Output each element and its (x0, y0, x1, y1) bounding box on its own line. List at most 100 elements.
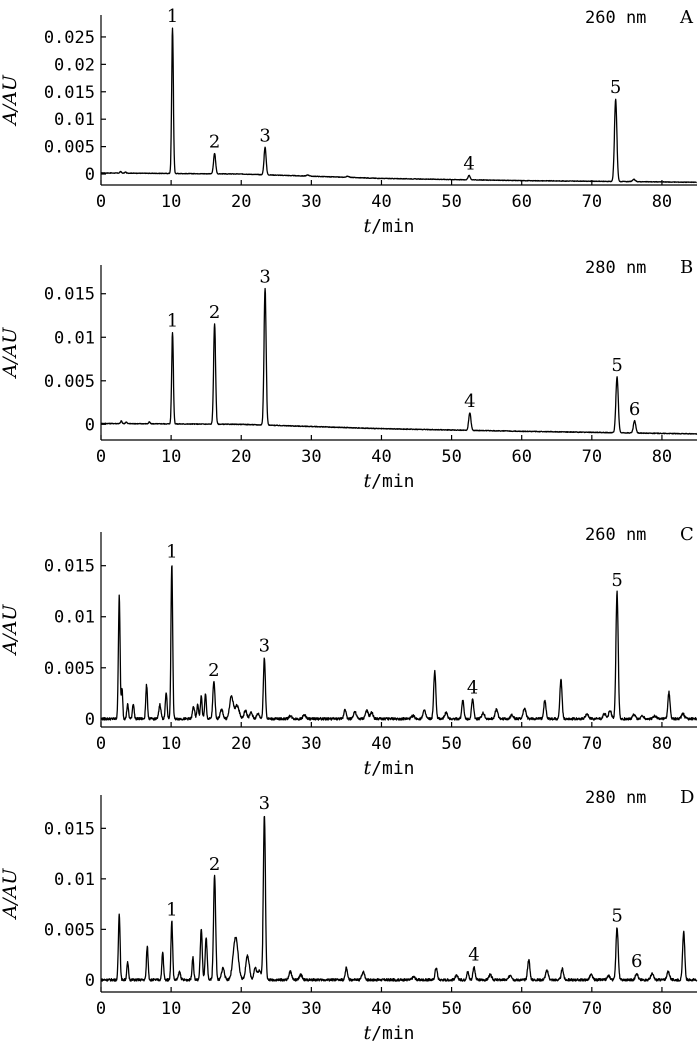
x-tick-label: 50 (441, 192, 461, 212)
y-tick-label: 0.01 (54, 870, 95, 890)
x-axis-title-symbol: t (364, 470, 372, 492)
wavelength-label: 260 nm (585, 8, 646, 28)
chromatogram-trace (100, 27, 698, 184)
x-tick-label: 70 (582, 192, 602, 212)
peak-label: 3 (259, 266, 270, 287)
y-axis-title: A/AU (0, 327, 21, 380)
peak-label: 2 (209, 302, 220, 323)
x-tick-label: 70 (582, 734, 602, 754)
peak-label: 3 (259, 125, 270, 146)
y-tick-label: 0 (85, 710, 95, 730)
chromatogram-trace (100, 287, 698, 435)
x-tick-label: 70 (582, 447, 602, 467)
panel-letter: C (680, 524, 694, 545)
y-tick-label: 0.015 (44, 557, 95, 577)
y-tick-label: 0 (85, 415, 95, 435)
x-axis-title-symbol: t (364, 215, 372, 237)
x-tick-label: 60 (511, 192, 531, 212)
peak-label: 1 (167, 6, 178, 27)
y-axis-title: A/AU (0, 868, 21, 921)
x-tick-label: 30 (301, 734, 321, 754)
peak-label: 4 (467, 677, 478, 698)
x-tick-label: 40 (371, 734, 391, 754)
y-tick-label: 0.005 (44, 138, 95, 158)
panel-letter: A (679, 7, 694, 28)
y-tick-label: 0.015 (44, 285, 95, 305)
peak-label: 2 (209, 854, 220, 875)
wavelength-label: 260 nm (585, 525, 646, 545)
peak-label: 6 (629, 399, 640, 420)
y-tick-label: 0.015 (44, 83, 95, 103)
x-axis-title-unit: /min (371, 471, 414, 492)
x-tick-label: 30 (301, 447, 321, 467)
panel-letter: B (680, 257, 693, 278)
x-tick-label: 80 (652, 447, 672, 467)
x-tick-label: 30 (301, 192, 321, 212)
x-axis-title: t/min (364, 757, 415, 779)
peak-label: 2 (208, 660, 219, 681)
x-tick-label: 10 (161, 734, 181, 754)
y-tick-label: 0 (85, 165, 95, 185)
x-axis-title-unit: /min (371, 216, 414, 237)
y-axis-title: A/AU (0, 74, 21, 127)
y-tick-label: 0 (85, 971, 95, 991)
y-tick-label: 0.005 (44, 920, 95, 940)
x-tick-label: 0 (96, 734, 106, 754)
x-tick-label: 60 (511, 447, 531, 467)
x-tick-label: 20 (231, 734, 251, 754)
peak-label: 4 (468, 945, 479, 966)
x-tick-label: 50 (441, 999, 461, 1019)
peak-label: 5 (610, 77, 621, 98)
x-tick-label: 40 (371, 447, 391, 467)
x-axis-title: t/min (364, 1022, 415, 1041)
x-tick-label: 60 (511, 999, 531, 1019)
peak-label: 5 (611, 905, 622, 926)
wavelength-label: 280 nm (585, 788, 646, 808)
x-tick-label: 60 (511, 734, 531, 754)
chromatogram-trace (100, 565, 698, 721)
peak-label: 3 (259, 636, 270, 657)
x-axis-title: t/min (364, 470, 415, 492)
panel-letter: D (680, 787, 694, 808)
y-tick-label: 0.025 (44, 28, 95, 48)
x-tick-label: 80 (652, 734, 672, 754)
x-axis-title-symbol: t (364, 1022, 372, 1041)
x-tick-label: 10 (161, 999, 181, 1019)
x-tick-label: 50 (441, 447, 461, 467)
panel-d: 0 10 20 30 40 50 60 70 80 0 0.005 0.01 0.015 t/min A/A… (0, 787, 698, 1041)
x-tick-label: 10 (161, 447, 181, 467)
wavelength-label: 280 nm (585, 258, 646, 278)
x-tick-label: 40 (371, 999, 391, 1019)
y-tick-label: 0.01 (54, 328, 95, 348)
x-tick-label: 50 (441, 734, 461, 754)
peak-label: 6 (631, 951, 642, 972)
peak-label: 5 (611, 570, 622, 591)
chromatogram-trace (100, 815, 698, 982)
x-axis-title-unit: /min (371, 758, 414, 779)
x-tick-label: 0 (96, 447, 106, 467)
peak-label: 1 (167, 310, 178, 331)
y-tick-label: 0.015 (44, 819, 95, 839)
peak-label: 2 (209, 132, 220, 153)
y-tick-label: 0.02 (54, 55, 95, 75)
x-tick-label: 20 (231, 999, 251, 1019)
y-tick-label: 0.005 (44, 372, 95, 392)
y-tick-label: 0.01 (54, 110, 95, 130)
x-tick-label: 0 (96, 999, 106, 1019)
panel-a: 0 10 20 30 40 50 60 70 80 0 0.005 0.01 0.015 0.02 0.02… (0, 6, 698, 237)
peak-label: 4 (463, 153, 474, 174)
panel-c: 0 10 20 30 40 50 60 70 80 0 0.005 0.01 0.015 t/min A/A… (0, 524, 698, 779)
peak-label: 1 (166, 542, 177, 563)
peak-label: 5 (611, 355, 622, 376)
x-axis-title-symbol: t (364, 757, 372, 779)
peak-label: 3 (259, 793, 270, 814)
x-tick-label: 20 (231, 192, 251, 212)
x-tick-label: 70 (582, 999, 602, 1019)
peak-label: 4 (464, 391, 475, 412)
x-tick-label: 80 (652, 192, 672, 212)
x-tick-label: 0 (96, 192, 106, 212)
x-tick-label: 10 (161, 192, 181, 212)
x-tick-label: 40 (371, 192, 391, 212)
x-tick-label: 80 (652, 999, 672, 1019)
